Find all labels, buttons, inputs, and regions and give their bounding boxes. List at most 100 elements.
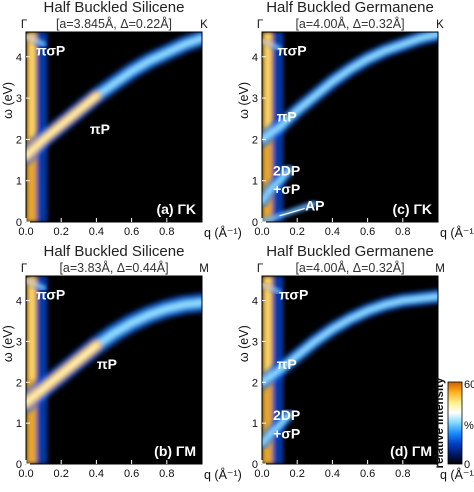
panel-3: Half Buckled Silicene[a=3.83Å, Δ=0.44Å] Γ… [1, 243, 242, 482]
feature-πσP [262, 37, 283, 52]
feature-2DP+σP [262, 408, 295, 450]
y-tick-label: 4 [252, 296, 258, 308]
feature-πσP [26, 276, 48, 292]
panel-1: Half Buckled Silicene[a=3.845Å, Δ=0.22Å]… [1, 0, 242, 240]
feature-πσP [26, 32, 48, 49]
y-tick-label: 2 [16, 377, 22, 389]
y-axis-label: ω (eV) [1, 82, 15, 119]
y-tick-label: 4 [16, 296, 22, 308]
annotation-label: πσP [36, 43, 65, 59]
panel-title: Half Buckled Silicene [44, 0, 185, 16]
heatmap [26, 32, 202, 222]
x-tick-label: 0.8 [395, 226, 410, 238]
annotation-label: πP [277, 356, 297, 372]
panel-title: Half Buckled Germanene [266, 243, 434, 260]
high-symmetry-start: Γ [257, 19, 264, 31]
x-tick-label: 0.2 [290, 226, 305, 238]
feature-πP [26, 32, 202, 165]
x-tick-label: 0.4 [325, 226, 340, 238]
feature-2DP+σP [262, 164, 295, 208]
x-tick-label: 0.0 [18, 468, 33, 480]
annotation-label: πP [90, 121, 110, 137]
colorbar-gradient [447, 381, 463, 465]
x-axis-label: q (Å⁻¹) [440, 467, 474, 482]
heatmap [262, 276, 438, 464]
y-axis-label: ω (eV) [237, 325, 251, 362]
colorbar-max: 60 [464, 379, 474, 391]
intensity-edge [26, 32, 48, 222]
panel-label: (a) ΓK [156, 201, 196, 217]
colorbar-min: 0 [464, 459, 470, 471]
x-axis-label: q (Å⁻¹) [440, 225, 474, 240]
high-symmetry-start: Γ [257, 263, 264, 275]
high-symmetry-end: K [200, 19, 208, 31]
intensity-edge [26, 276, 48, 464]
plot-frame [261, 275, 439, 465]
x-tick-label: 0.0 [254, 226, 269, 238]
y-tick-label: 1 [16, 176, 22, 188]
y-tick-label: 2 [252, 377, 258, 389]
plot-frame [261, 31, 439, 223]
panel-title: Half Buckled Germanene [266, 0, 434, 16]
x-tick-label: 0.8 [395, 468, 410, 480]
annotation-label: πσP [277, 43, 306, 59]
y-tick-label: 1 [252, 418, 258, 430]
annotation-label: +σP [273, 425, 300, 441]
panel-label: (c) ΓK [392, 201, 432, 217]
high-symmetry-end: M [199, 263, 209, 275]
annotation-label: πP [97, 356, 117, 372]
y-tick-label: 0 [252, 217, 258, 229]
colorbar: relative intensity 60% 0 [434, 377, 474, 471]
x-axis-label: q (Å⁻¹) [204, 467, 242, 482]
y-tick-label: 3 [252, 93, 258, 105]
x-tick-label: 0.2 [54, 226, 69, 238]
annotation-label: πσP [279, 286, 308, 302]
y-axis-label: ω (eV) [1, 325, 15, 362]
panel-4: Half Buckled Germanene[a=4.00Å, Δ=0.32Å]… [237, 243, 474, 482]
y-tick-label: 2 [252, 134, 258, 146]
y-tick-label: 4 [16, 52, 22, 64]
x-tick-label: 0.0 [254, 468, 269, 480]
panel-label: (d) ΓM [390, 443, 432, 459]
feature-πP [262, 32, 438, 147]
annotation-label: AP [305, 197, 324, 213]
x-tick-label: 0.6 [360, 226, 375, 238]
y-tick-label: 1 [16, 418, 22, 430]
y-tick-label: 2 [16, 134, 22, 146]
annotation-arrow [279, 207, 305, 217]
feature-πP [262, 289, 438, 390]
y-tick-label: 0 [252, 459, 258, 471]
high-symmetry-start: Γ [21, 263, 28, 275]
y-tick-label: 4 [252, 52, 258, 64]
panel-subtitle: [a=3.83Å, Δ=0.44Å] [59, 260, 168, 275]
y-tick-label: 1 [252, 176, 258, 188]
panel-2: Half Buckled Germanene[a=4.00Å, Δ=0.32Å]… [237, 0, 474, 240]
y-tick-label: 3 [16, 336, 22, 348]
panel-label: (b) ΓM [154, 443, 196, 459]
colorbar-unit: % [464, 420, 474, 432]
high-symmetry-start: Γ [21, 19, 28, 31]
x-tick-label: 0.6 [124, 226, 139, 238]
x-tick-label: 0.6 [360, 468, 375, 480]
colorbar-label: relative intensity [434, 377, 446, 468]
x-tick-label: 0.2 [54, 468, 69, 480]
y-axis-label: ω (eV) [237, 82, 251, 119]
x-tick-label: 0.0 [18, 226, 33, 238]
heatmap [26, 276, 202, 464]
panel-subtitle: [a=4.00Å, Δ=0.32Å] [295, 16, 404, 31]
panel-subtitle: [a=4.00Å, Δ=0.32Å] [295, 260, 404, 275]
y-tick-label: 0 [16, 217, 22, 229]
plot-frame [25, 31, 203, 223]
y-tick-label: 3 [16, 93, 22, 105]
annotation-label: πP [277, 109, 297, 125]
annotation-label: +σP [273, 181, 300, 197]
x-tick-label: 0.4 [325, 468, 340, 480]
high-symmetry-end: M [435, 263, 445, 275]
feature-πP [26, 292, 202, 413]
panel-subtitle: [a=3.845Å, Δ=0.22Å] [56, 16, 172, 31]
x-tick-label: 0.4 [89, 468, 104, 480]
feature-πσP [262, 281, 283, 296]
x-tick-label: 0.8 [159, 226, 174, 238]
plot-frame [25, 275, 203, 465]
